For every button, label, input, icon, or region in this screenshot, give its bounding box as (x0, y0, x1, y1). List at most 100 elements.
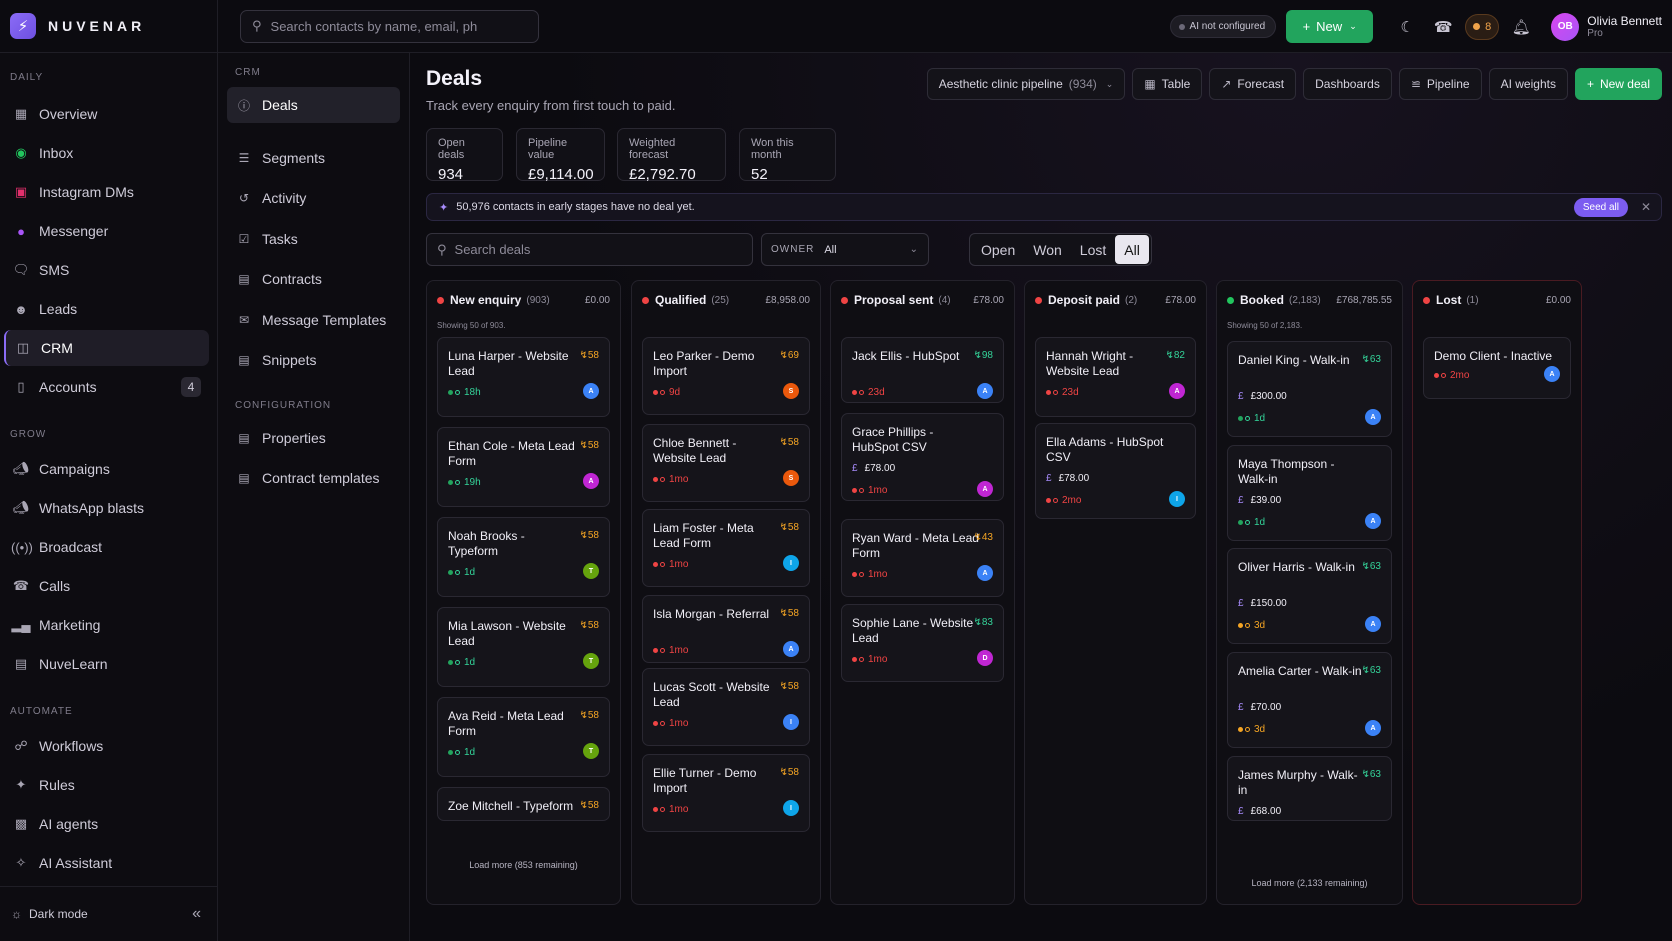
global-search[interactable]: ⚲ (240, 9, 539, 43)
close-icon[interactable]: ✕ (1640, 200, 1651, 214)
load-more-button[interactable]: Load more (2,133 remaining) (1251, 878, 1368, 888)
deal-card[interactable]: Mia Lawson - Website Lead ↯58 1d T (437, 607, 610, 687)
sidebar-item-broadcast[interactable]: ((•)) Broadcast (4, 529, 209, 565)
deal-card[interactable]: Zoe Mitchell - Typeform ↯58 (437, 787, 610, 821)
status-option-open[interactable]: Open (981, 241, 1016, 258)
deal-card[interactable]: Ryan Ward - Meta Lead Form ↯43 1mo A (841, 519, 1004, 597)
new-deal-button[interactable]: + New deal (1574, 68, 1662, 100)
owner-avatar[interactable]: S (783, 383, 799, 399)
sidebar-item-inbox[interactable]: ◉ Inbox (4, 135, 209, 171)
owner-avatar[interactable]: A (977, 565, 993, 581)
column-header[interactable]: Lost (1) £0.00 (1423, 292, 1571, 308)
deal-card[interactable]: Liam Foster - Meta Lead Form ↯58 1mo I (642, 509, 810, 587)
collapse-sidebar-icon[interactable]: « (192, 905, 201, 922)
deal-card[interactable]: Oliver Harris - Walk-in ↯63 £ £150.00 3d A (1227, 548, 1392, 644)
deal-search-input[interactable] (454, 242, 735, 257)
owner-avatar[interactable]: S (783, 470, 799, 486)
sidebar-item-nuvelearn[interactable]: ▤ NuveLearn (4, 646, 209, 682)
dark-mode-toggle[interactable]: ☼ Dark mode « (0, 886, 217, 941)
sidebar-item-campaigns[interactable]: 📣︎ Campaigns (4, 451, 209, 487)
new-button[interactable]: + New ⌄ (1286, 10, 1374, 43)
deal-card[interactable]: Daniel King - Walk-in ↯63 £ £300.00 1d A (1227, 341, 1392, 437)
sidebar-item-sms[interactable]: 🗨︎ SMS (4, 252, 209, 288)
sidebar-item-workflows[interactable]: ☍ Workflows (4, 728, 209, 764)
deal-card[interactable]: Hannah Wright - Website Lead ↯82 23d A (1035, 337, 1196, 417)
sidebar-item-messenger[interactable]: ● Messenger (4, 213, 209, 249)
owner-avatar[interactable]: I (783, 555, 799, 571)
sidebar-item-crm[interactable]: ◫ CRM (4, 330, 209, 366)
pipeline-settings-button[interactable]: ≌ Pipeline (1398, 68, 1482, 100)
forecast-button[interactable]: ↗ Forecast (1209, 68, 1297, 100)
owner-avatar[interactable]: A (1365, 409, 1381, 425)
deal-card[interactable]: James Murphy - Walk-in ↯63 £ £68.00 (1227, 756, 1392, 821)
deal-card[interactable]: Ella Adams - HubSpot CSV £ £78.00 2mo I (1035, 423, 1196, 519)
owner-avatar[interactable]: T (583, 563, 599, 579)
sidebar-item-leads[interactable]: ☻ Leads (4, 291, 209, 327)
subnav-item-contract-templates[interactable]: ▤ Contract templates (227, 460, 400, 496)
deal-search[interactable]: ⚲ (426, 233, 753, 266)
lightning-logo-icon[interactable]: ⚡ (10, 13, 36, 39)
deal-card[interactable]: Lucas Scott - Website Lead ↯58 1mo I (642, 668, 810, 746)
user-menu[interactable]: OB Olivia Bennett Pro (1551, 12, 1662, 41)
deal-card[interactable]: Amelia Carter - Walk-in ↯63 £ £70.00 3d A (1227, 652, 1392, 748)
column-header[interactable]: Deposit paid (2) £78.00 (1035, 292, 1196, 308)
ai-status-badge[interactable]: AI not configured (1169, 15, 1277, 38)
owner-avatar[interactable]: D (977, 650, 993, 666)
status-option-all[interactable]: All (1115, 235, 1149, 264)
deal-card[interactable]: Chloe Bennett - Website Lead ↯58 1mo S (642, 424, 810, 502)
owner-filter[interactable]: OWNER All ⌄ (761, 233, 929, 266)
sidebar-item-ai-assistant[interactable]: ✧ AI Assistant (4, 845, 209, 881)
subnav-item-deals[interactable]: ⓘ Deals (227, 87, 400, 123)
subnav-item-segments[interactable]: ☰ Segments (227, 140, 400, 176)
subnav-item-snippets[interactable]: ▤ Snippets (227, 342, 400, 378)
owner-avatar[interactable]: I (783, 714, 799, 730)
deal-card[interactable]: Sophie Lane - Website Lead ↯83 1mo D (841, 604, 1004, 682)
sidebar-item-rules[interactable]: ✦ Rules (4, 767, 209, 803)
bell-icon[interactable]: 🔔︎ (1511, 18, 1531, 36)
owner-avatar[interactable]: A (1365, 513, 1381, 529)
owner-avatar[interactable]: I (783, 800, 799, 816)
seed-all-button[interactable]: Seed all (1573, 198, 1628, 217)
column-header[interactable]: Booked (2,183) £768,785.55 (1227, 292, 1392, 308)
subnav-item-contracts[interactable]: ▤ Contracts (227, 261, 400, 297)
owner-avatar[interactable]: A (977, 383, 993, 399)
deal-card[interactable]: Ethan Cole - Meta Lead Form ↯58 19h A (437, 427, 610, 507)
owner-avatar[interactable]: A (583, 383, 599, 399)
deal-card[interactable]: Grace Phillips - HubSpot CSV £ £78.00 1mo A (841, 413, 1004, 501)
deal-card[interactable]: Ellie Turner - Demo Import ↯58 1mo I (642, 754, 810, 832)
column-header[interactable]: Proposal sent (4) £78.00 (841, 292, 1004, 308)
owner-avatar[interactable]: A (783, 641, 799, 657)
owner-avatar[interactable]: A (1544, 366, 1560, 382)
deal-card[interactable]: Luna Harper - Website Lead ↯58 18h A (437, 337, 610, 417)
owner-avatar[interactable]: A (1365, 720, 1381, 736)
owner-avatar[interactable]: A (1169, 383, 1185, 399)
column-header[interactable]: Qualified (25) £8,958.00 (642, 292, 810, 308)
sidebar-item-instagram-dms[interactable]: ▣ Instagram DMs (4, 174, 209, 210)
coin-badge[interactable]: 8 (1465, 13, 1500, 40)
deal-card[interactable]: Demo Client - Inactive 2mo A (1423, 337, 1571, 399)
phone-icon[interactable]: ☎ (1433, 18, 1453, 36)
deal-card[interactable]: Leo Parker - Demo Import ↯69 9d S (642, 337, 810, 415)
deal-card[interactable]: Jack Ellis - HubSpot ↯98 23d A (841, 337, 1004, 403)
sidebar-item-accounts[interactable]: ▯ Accounts 4 (4, 369, 209, 405)
deal-card[interactable]: Noah Brooks - Typeform ↯58 1d T (437, 517, 610, 597)
status-option-lost[interactable]: Lost (1079, 241, 1107, 258)
status-option-won[interactable]: Won (1033, 241, 1062, 258)
theme-moon-icon[interactable]: ☾ (1400, 18, 1414, 36)
sidebar-item-whatsapp-blasts[interactable]: 📣︎ WhatsApp blasts (4, 490, 209, 526)
owner-avatar[interactable]: T (583, 743, 599, 759)
sidebar-item-overview[interactable]: ▦ Overview (4, 96, 209, 132)
pipeline-select[interactable]: Aesthetic clinic pipeline (934) ⌄ (926, 68, 1126, 100)
owner-avatar[interactable]: A (1365, 616, 1381, 632)
owner-avatar[interactable]: T (583, 653, 599, 669)
subnav-item-activity[interactable]: ↺ Activity (227, 180, 400, 216)
subnav-item-tasks[interactable]: ☑ Tasks (227, 221, 400, 257)
deal-card[interactable]: Ava Reid - Meta Lead Form ↯58 1d T (437, 697, 610, 777)
owner-avatar[interactable]: A (583, 473, 599, 489)
owner-avatar[interactable]: A (977, 481, 993, 497)
ai-weights-button[interactable]: AI weights (1488, 68, 1568, 100)
dashboards-button[interactable]: Dashboards (1303, 68, 1392, 100)
column-header[interactable]: New enquiry (903) £0.00 (437, 292, 610, 308)
subnav-item-properties[interactable]: ▤ Properties (227, 420, 400, 456)
subnav-item-message-templates[interactable]: ✉ Message Templates (227, 302, 400, 338)
